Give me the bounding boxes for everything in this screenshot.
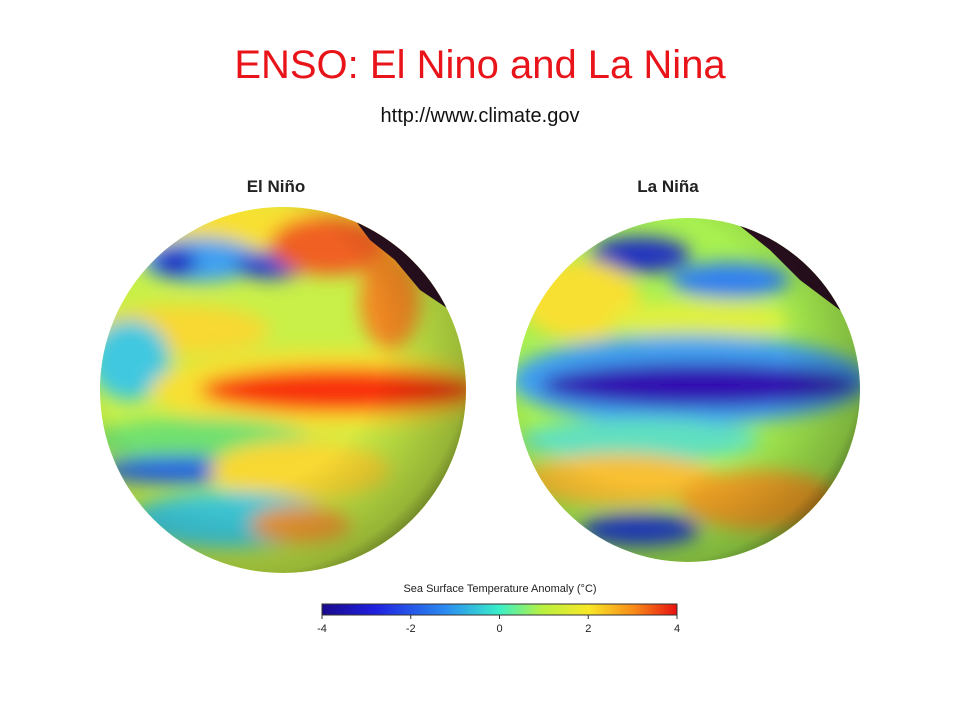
la-nina-globe bbox=[516, 218, 860, 562]
tick-label: 4 bbox=[674, 623, 680, 635]
tick-label: 2 bbox=[585, 623, 591, 635]
subtitle: http://www.climate.gov bbox=[381, 105, 580, 127]
el-nino-globe bbox=[100, 207, 466, 573]
panel-label: El Niño bbox=[247, 177, 306, 196]
tick-label: -2 bbox=[406, 623, 416, 635]
tick-label: 0 bbox=[496, 623, 502, 635]
colorbar bbox=[321, 603, 678, 616]
title: ENSO: El Nino and La Nina bbox=[234, 43, 726, 87]
panel-label: La Niña bbox=[637, 177, 699, 196]
tick-label: -4 bbox=[317, 623, 327, 635]
colorbar-ticks: -4 -2 0 2 4 bbox=[317, 615, 680, 635]
colorbar-title: Sea Surface Temperature Anomaly (°C) bbox=[403, 583, 596, 595]
